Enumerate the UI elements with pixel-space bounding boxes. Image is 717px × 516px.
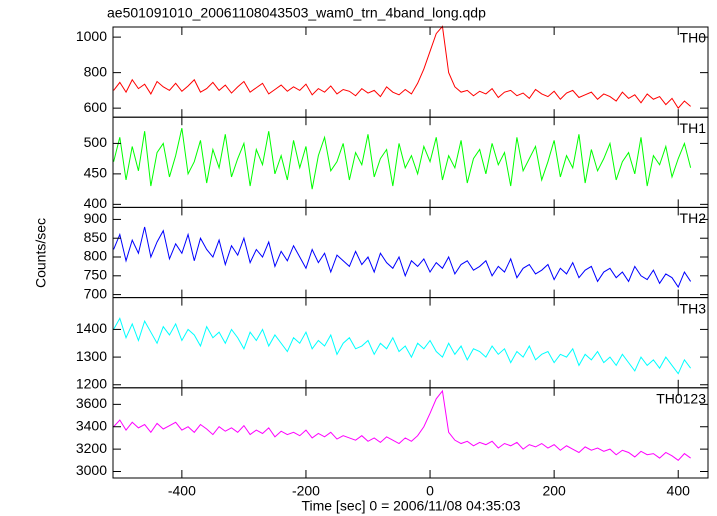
x-tick-label: 0 [426, 483, 434, 499]
data-line [113, 226, 692, 289]
panel-label: TH3 [680, 300, 707, 316]
panel-frame [112, 387, 709, 479]
x-tick-label: 400 [667, 483, 691, 499]
y-tick-label: 600 [84, 99, 108, 115]
y-tick-label: 1000 [76, 28, 107, 44]
x-tick-label: 200 [542, 483, 566, 499]
y-tick-label: 3600 [76, 395, 107, 411]
y-tick-label: 1300 [76, 348, 107, 364]
panel-label: TH2 [680, 210, 707, 226]
x-tick-label: -400 [168, 483, 196, 499]
y-tick-label: 700 [84, 285, 108, 301]
y-tick-label: 3000 [76, 462, 107, 478]
y-axis-label: Counts/sec [33, 218, 49, 288]
y-tick-label: 3400 [76, 417, 107, 433]
y-tick-label: 450 [84, 165, 108, 181]
y-tick-label: 1200 [76, 375, 107, 391]
y-tick-label: 3200 [76, 440, 107, 456]
y-tick-label: 800 [84, 63, 108, 79]
y-tick-label: 850 [84, 229, 108, 245]
data-line [113, 25, 691, 109]
x-tick-label: -200 [292, 483, 320, 499]
y-tick-label: 900 [84, 210, 108, 226]
y-tick-label: 800 [84, 248, 108, 264]
panel-label: TH1 [680, 120, 707, 136]
panel-label: TH0 [680, 30, 707, 46]
y-tick-label: 500 [84, 134, 108, 150]
data-line [113, 389, 691, 461]
y-tick-label: 400 [84, 195, 108, 211]
data-line [113, 128, 692, 190]
y-tick-label: 1400 [76, 320, 107, 336]
data-line [113, 317, 692, 375]
x-axis-label: Time [sec] 0 = 2006/11/08 04:35:03 [301, 498, 520, 514]
y-tick-label: 750 [84, 267, 108, 283]
panel-label: TH0123 [656, 391, 706, 407]
chart-title: ae501091010_20061108043503_wam0_trn_4ban… [107, 5, 486, 21]
